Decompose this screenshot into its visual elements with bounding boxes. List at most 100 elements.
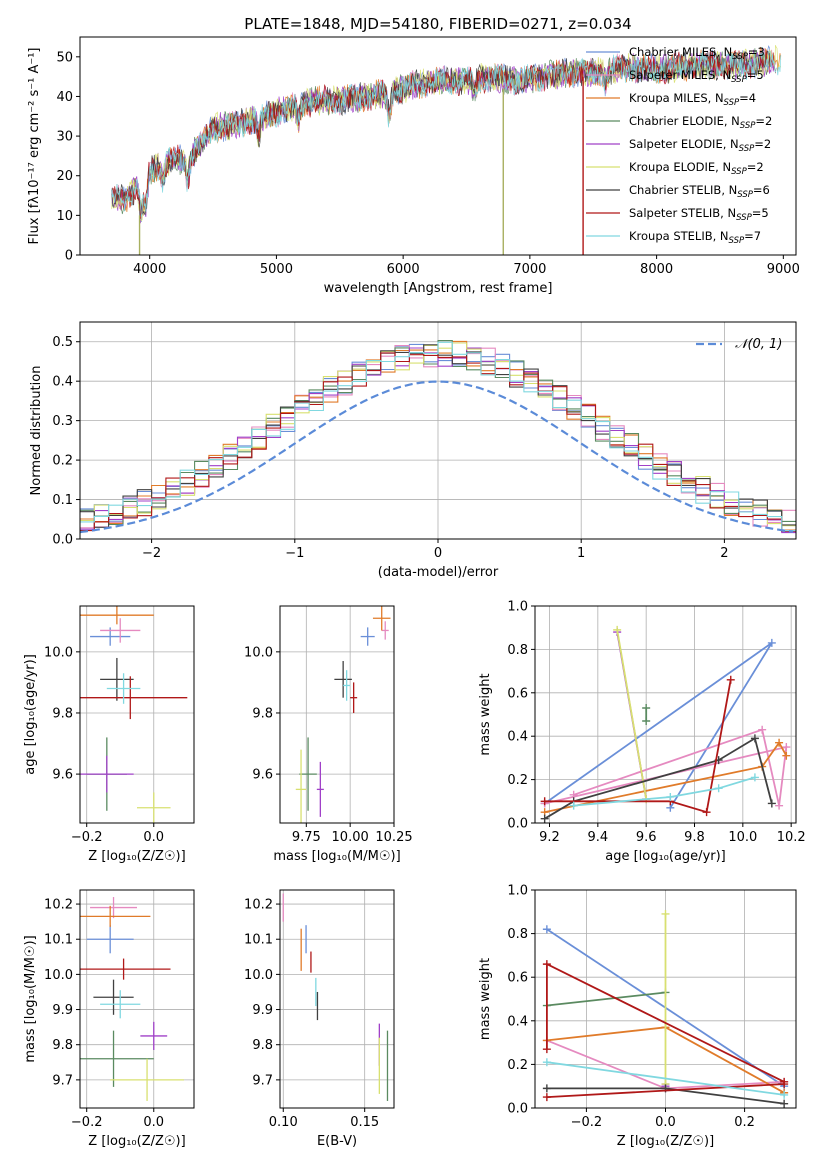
y-tick-label: 10.0 <box>44 645 73 660</box>
y-tick-label: 9.9 <box>52 1003 73 1018</box>
y-tick-label: 0.4 <box>52 375 73 390</box>
weight-vs-z-panel: −0.2 0.0 0.2 0.0 0.2 0.4 0.6 0.8 1.0 Z [log₁₀(Z/Z… <box>478 884 797 1149</box>
mass-vs-ebv-panel: 0.10 0.15 9.7 9.8 9.9 10.0 10.1 10.2 E(B-V) <box>244 889 395 1149</box>
weight-marker <box>540 814 549 823</box>
axes-frame <box>534 605 797 824</box>
y-tick-label: 9.6 <box>252 768 273 783</box>
normal-curve <box>80 380 794 534</box>
weight-marker <box>750 734 759 743</box>
axes-frame <box>279 889 395 1109</box>
x-tick-label: 10.25 <box>375 830 412 845</box>
weight-marker <box>780 1077 789 1086</box>
legend-label: Kroupa MILES, NSSP=4 <box>629 91 756 108</box>
spectrum-panel: PLATE=1848, MJD=54180, FIBERID=0271, z=0… <box>27 15 800 296</box>
x-tick-label: −0.2 <box>71 1115 103 1130</box>
axes-frame <box>79 36 797 256</box>
weight-marker <box>642 703 651 712</box>
y-tick-label: 0 <box>65 249 73 264</box>
y-tick-label: 0.5 <box>52 335 73 350</box>
points <box>80 606 188 823</box>
x-tick-label: 4000 <box>133 262 166 277</box>
weight-marker <box>714 784 723 793</box>
weight-marker <box>540 797 549 806</box>
y-axis-label: mass [log₁₀(M/M☉)] <box>23 935 38 1062</box>
x-axis-label: wavelength [Angstrom, rest frame] <box>324 281 553 296</box>
y-tick-label: 0.2 <box>507 1058 528 1073</box>
legend-label: Chabrier ELODIE, NSSP=2 <box>629 114 772 131</box>
y-tick-label: 0.4 <box>507 730 528 745</box>
y-tick-label: 10.1 <box>44 933 73 948</box>
x-tick-label: 9.6 <box>636 830 657 845</box>
weight-series <box>544 741 788 813</box>
residuals-panel: −2 −1 0 1 2 0.0 0.1 0.2 0.3 0.4 0.5 (data-model)/er… <box>29 321 797 580</box>
mass-vs-z-panel: −0.2 0.0 9.7 9.8 9.9 10.0 10.1 10.2 Z [log₁₀(Z/Z… <box>23 889 195 1149</box>
x-tick-label: −2 <box>142 546 161 561</box>
legend-label: Chabrier MILES, NSSP=3 <box>629 45 765 62</box>
weight-marker <box>758 725 767 734</box>
x-tick-label: 0.15 <box>350 1115 379 1130</box>
y-axis-label: Flux [fλ10⁻¹⁷ erg cm⁻² s⁻¹ A⁻¹] <box>27 48 42 245</box>
weight-marker <box>782 751 791 760</box>
x-tick-label: 0.0 <box>143 1115 164 1130</box>
axes-frame <box>79 889 195 1109</box>
x-tick-label: 9000 <box>767 262 800 277</box>
x-axis-label: Z [log₁₀(Z/Z☉)] <box>88 849 185 864</box>
y-tick-label: 9.7 <box>52 1073 73 1088</box>
weight-marker <box>542 1093 551 1102</box>
y-tick-label: 9.7 <box>252 1073 273 1088</box>
y-tick-label: 0.2 <box>52 454 73 469</box>
y-tick-label: 10.0 <box>244 968 273 983</box>
y-tick-label: 10.2 <box>44 898 73 913</box>
histogram-series <box>80 352 796 532</box>
weight-marker <box>780 1099 789 1108</box>
weight-series <box>616 629 648 800</box>
age-vs-z-panel: −0.2 0.0 9.6 9.8 10.0 Z [log₁₀(Z/Z☉)] age [log… <box>23 605 195 864</box>
weight-marker <box>542 1084 551 1093</box>
x-tick-label: 8000 <box>640 262 673 277</box>
legend-label: Salpeter MILES, NSSP=5 <box>629 68 764 85</box>
y-tick-label: 1.0 <box>507 884 528 899</box>
y-tick-label: 0.0 <box>52 533 73 548</box>
x-tick-label: 10.0 <box>728 830 757 845</box>
weight-marker <box>542 925 551 934</box>
weight-marker <box>726 675 735 684</box>
x-tick-label: 9.8 <box>684 830 705 845</box>
chart-title: PLATE=1848, MJD=54180, FIBERID=0271, z=0… <box>244 15 631 33</box>
legend-label: Kroupa ELODIE, NSSP=2 <box>629 160 764 177</box>
x-axis-label: age [log₁₀(age/yr)] <box>605 849 726 864</box>
y-tick-label: 0.4 <box>507 1014 528 1029</box>
spectrum-series <box>111 46 782 218</box>
legend-label: Salpeter STELIB, NSSP=5 <box>629 206 769 223</box>
weight-series <box>546 991 666 1007</box>
y-tick-label: 9.6 <box>52 768 73 783</box>
x-tick-label: 1 <box>577 546 585 561</box>
y-axis-label: mass weight <box>478 673 493 755</box>
y-axis-label: mass weight <box>478 958 493 1040</box>
x-tick-label: 10.2 <box>777 830 806 845</box>
x-axis-label: Z [log₁₀(Z/Z☉)] <box>617 1134 714 1149</box>
x-tick-label: 10.00 <box>332 830 369 845</box>
y-axis-label: Normed distribution <box>29 366 44 496</box>
x-axis-label: mass [log₁₀(M/M☉)] <box>273 849 400 864</box>
weight-marker <box>775 738 784 747</box>
y-tick-label: 10.1 <box>244 933 273 948</box>
x-axis-label: Z [log₁₀(Z/Z☉)] <box>88 1134 185 1149</box>
x-tick-label: 0.2 <box>734 1115 755 1130</box>
spectrum-lines <box>111 45 782 255</box>
y-tick-label: 10.0 <box>244 645 273 660</box>
weight-marker <box>661 909 670 918</box>
y-tick-label: 30 <box>56 130 73 145</box>
legend: Chabrier MILES, NSSP=3 Salpeter MILES, NS… <box>586 45 772 246</box>
y-tick-label: 9.8 <box>252 706 273 721</box>
weight-marker <box>666 792 675 801</box>
weight-marker <box>775 801 784 810</box>
legend-label: Chabrier STELIB, NSSP=6 <box>629 183 770 200</box>
weight-vs-age-panel: 9.2 9.4 9.6 9.8 10.0 10.2 0.0 0.2 0.4 0.6 0.8 1.0 ag… <box>478 600 806 865</box>
weight-series <box>546 1061 785 1096</box>
axes-frame <box>79 605 195 824</box>
histograms <box>80 340 796 534</box>
y-tick-label: 0.1 <box>52 493 73 508</box>
weight-marker <box>542 960 551 969</box>
histogram-series <box>80 341 796 532</box>
